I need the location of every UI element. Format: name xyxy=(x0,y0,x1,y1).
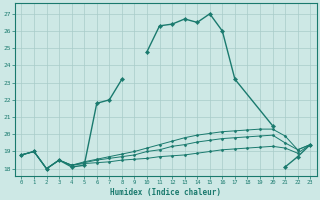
X-axis label: Humidex (Indice chaleur): Humidex (Indice chaleur) xyxy=(110,188,221,197)
